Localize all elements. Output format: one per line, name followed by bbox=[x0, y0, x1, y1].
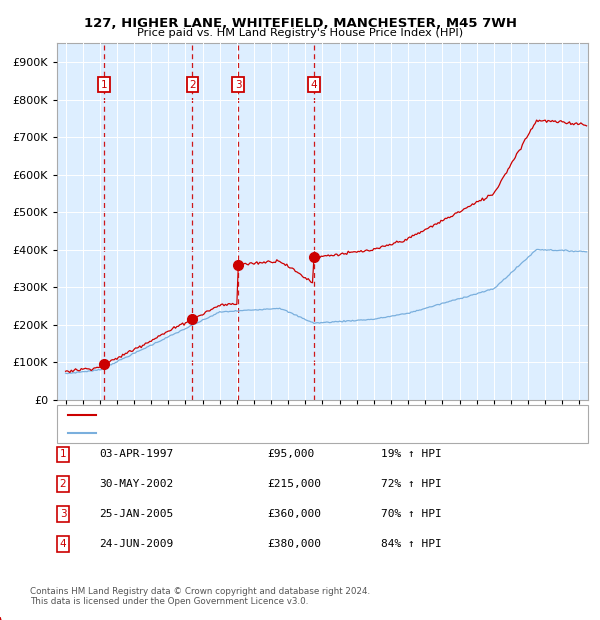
Text: 03-APR-1997: 03-APR-1997 bbox=[99, 450, 173, 459]
Text: 127, HIGHER LANE, WHITEFIELD, MANCHESTER, M45 7WH: 127, HIGHER LANE, WHITEFIELD, MANCHESTER… bbox=[83, 17, 517, 30]
Text: 84% ↑ HPI: 84% ↑ HPI bbox=[381, 539, 442, 549]
Text: 2: 2 bbox=[189, 80, 196, 90]
Text: 3: 3 bbox=[59, 509, 67, 519]
Text: 72% ↑ HPI: 72% ↑ HPI bbox=[381, 479, 442, 489]
Text: 1: 1 bbox=[101, 80, 107, 90]
Text: £95,000: £95,000 bbox=[267, 450, 314, 459]
Text: 25-JAN-2005: 25-JAN-2005 bbox=[99, 509, 173, 519]
Text: 2: 2 bbox=[59, 479, 67, 489]
Text: 70% ↑ HPI: 70% ↑ HPI bbox=[381, 509, 442, 519]
Text: Contains HM Land Registry data © Crown copyright and database right 2024.: Contains HM Land Registry data © Crown c… bbox=[30, 587, 370, 596]
Text: 4: 4 bbox=[59, 539, 67, 549]
Text: 1: 1 bbox=[59, 450, 67, 459]
Text: 3: 3 bbox=[235, 80, 241, 90]
Text: HPI: Average price, detached house, Bury: HPI: Average price, detached house, Bury bbox=[99, 428, 307, 438]
Text: 24-JUN-2009: 24-JUN-2009 bbox=[99, 539, 173, 549]
Text: This data is licensed under the Open Government Licence v3.0.: This data is licensed under the Open Gov… bbox=[30, 597, 308, 606]
Text: 19% ↑ HPI: 19% ↑ HPI bbox=[381, 450, 442, 459]
Text: £215,000: £215,000 bbox=[267, 479, 321, 489]
Text: Price paid vs. HM Land Registry's House Price Index (HPI): Price paid vs. HM Land Registry's House … bbox=[137, 28, 463, 38]
Text: 4: 4 bbox=[310, 80, 317, 90]
Text: £380,000: £380,000 bbox=[267, 539, 321, 549]
Text: 30-MAY-2002: 30-MAY-2002 bbox=[99, 479, 173, 489]
Text: £360,000: £360,000 bbox=[267, 509, 321, 519]
Text: 127, HIGHER LANE, WHITEFIELD, MANCHESTER, M45 7WH (detached house): 127, HIGHER LANE, WHITEFIELD, MANCHESTER… bbox=[99, 410, 480, 420]
